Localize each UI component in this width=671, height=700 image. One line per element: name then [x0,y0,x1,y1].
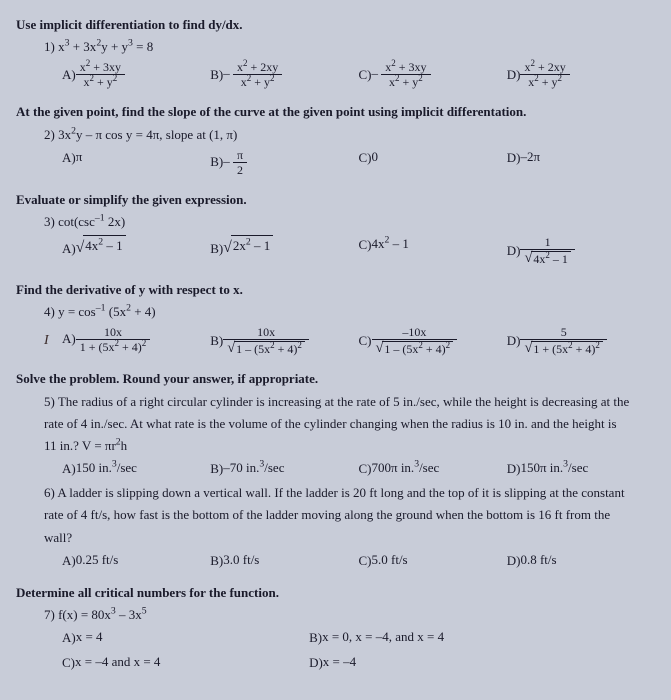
question-stem: 2) 3x2y – π cos y = 4π, slope at (1, π) [16,126,655,144]
answer-choice-a: A) π [62,148,210,177]
answer-row: A) x2 + 3xyx2 + y2B) – x2 + 2xyx2 + y2C)… [16,60,655,89]
answer-choice-c: C) 4x2 – 1 [359,235,507,266]
answer-row: A) 0.25 ft/sB) 3.0 ft/sC) 5.0 ft/sD) 0.8… [16,551,655,570]
answer-row: A) x = 4B) x = 0, x = –4, and x = 4 [16,628,655,647]
question-body-line: wall? [16,529,655,547]
answer-choice-b: B) –70 in.3/sec [210,459,358,478]
answer-choice-d: D) 150π in.3/sec [507,459,655,478]
answer-row: A) √4x2 – 1B) √2x2 – 1C) 4x2 – 1D) 1√4x2… [16,235,655,266]
question-stem: 1) x3 + 3x2y + y3 = 8 [16,38,655,56]
question-stem: 3) cot(csc–1 2x) [16,213,655,231]
answer-row: A) 150 in.3/secB) –70 in.3/secC) 700π in… [16,459,655,478]
answer-choice-b: B) 3.0 ft/s [210,551,358,570]
answer-choice-d: D) 0.8 ft/s [507,551,655,570]
answer-choice-d: D) 5√1 + (5x2 + 4)2 [507,325,655,356]
question-body-line: 5) The radius of a right circular cylind… [16,393,655,411]
question-stem: 4) y = cos–1 (5x2 + 4) [16,303,655,321]
section-header: Determine all critical numbers for the f… [16,584,655,602]
answer-row: A) 10x1 + (5x2 + 4)2B) 10x√1 – (5x2 + 4)… [16,325,655,356]
answer-choice-c: C) 700π in.3/sec [359,459,507,478]
answer-choice-b: B) – x2 + 2xyx2 + y2 [210,60,358,89]
answer-choice-a: A) 0.25 ft/s [62,551,210,570]
answer-choice-c: C) –10x√1 – (5x2 + 4)2 [359,325,507,356]
answer-choice-a: A) x = 4 [62,628,309,647]
section-header: Find the derivative of y with respect to… [16,281,655,299]
answer-choice-a: A) 150 in.3/sec [62,459,210,478]
section-header: Use implicit differentiation to find dy/… [16,16,655,34]
answer-choice-a: A) 10x1 + (5x2 + 4)2 [62,325,210,356]
worksheet-root: Use implicit differentiation to find dy/… [16,16,655,672]
answer-choice-a: A) √4x2 – 1 [62,235,210,266]
answer-choice-c: C) 0 [359,148,507,177]
answer-choice-c: C) – x2 + 3xyx2 + y2 [359,60,507,89]
answer-choice-b: B) x = 0, x = –4, and x = 4 [309,628,655,647]
section-header: At the given point, find the slope of th… [16,103,655,121]
answer-choice-c: C) x = –4 and x = 4 [62,653,309,672]
answer-choice-b: B) 10x√1 – (5x2 + 4)2 [210,325,358,356]
section-header: Solve the problem. Round your answer, if… [16,370,655,388]
answer-row: A) πB) – π2C) 0D) –2π [16,148,655,177]
answer-row: C) x = –4 and x = 4D) x = –4 [16,653,655,672]
question-body-line: 6) A ladder is slipping down a vertical … [16,484,655,502]
answer-choice-b: B) – π2 [210,148,358,177]
question-body-line: rate of 4 ft/s, how fast is the bottom o… [16,506,655,524]
question-body-line: rate of 4 in./sec. At what rate is the v… [16,415,655,433]
answer-choice-d: D) x = –4 [309,653,655,672]
question-stem: 7) f(x) = 80x3 – 3x5 [16,606,655,624]
answer-choice-d: D) 1√4x2 – 1 [507,235,655,266]
answer-choice-d: D) –2π [507,148,655,177]
answer-choice-b: B) √2x2 – 1 [210,235,358,266]
section-header: Evaluate or simplify the given expressio… [16,191,655,209]
answer-choice-d: D) x2 + 2xyx2 + y2 [507,60,655,89]
answer-choice-c: C) 5.0 ft/s [359,551,507,570]
answer-choice-a: A) x2 + 3xyx2 + y2 [62,60,210,89]
question-body-line: 11 in.? V = πr2h [16,437,655,455]
